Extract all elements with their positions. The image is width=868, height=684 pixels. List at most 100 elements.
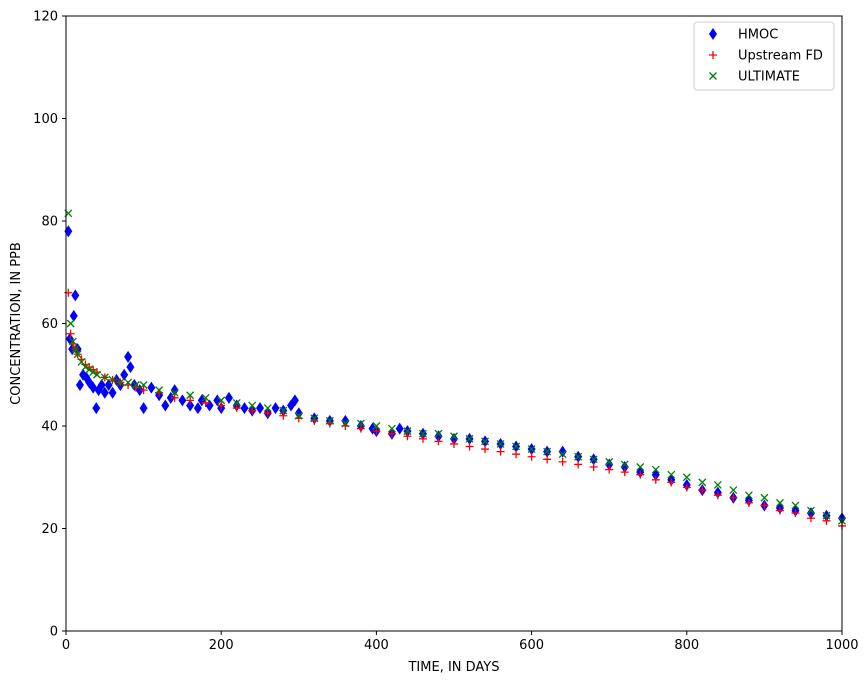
point-hmoc [224, 391, 233, 404]
point-hmoc [161, 399, 170, 412]
plot-area [66, 16, 842, 631]
point-ultimate [403, 427, 412, 436]
point-upstream-fd [279, 411, 288, 420]
point-upstream-fd [574, 460, 583, 469]
data-points [64, 209, 846, 530]
x-tick-label: 800 [674, 638, 699, 653]
point-ultimate [822, 511, 831, 520]
legend-marker [709, 72, 717, 80]
legend: HMOC Upstream FD ULTIMATE [693, 21, 835, 91]
legend-label: HMOC [738, 28, 778, 43]
point-ultimate [760, 493, 769, 502]
point-hmoc [271, 402, 280, 415]
point-upstream-fd [201, 398, 210, 407]
point-ultimate [155, 386, 164, 395]
point-ultimate [775, 498, 784, 507]
point-hmoc [69, 309, 78, 322]
point-upstream-fd [450, 439, 458, 448]
series-ultimate [64, 209, 846, 525]
point-upstream-fd [822, 516, 831, 525]
point-upstream-fd [186, 396, 195, 405]
point-upstream-fd [372, 427, 381, 436]
point-ultimate [186, 391, 195, 400]
point-hmoc [108, 386, 117, 399]
point-hmoc [193, 402, 202, 415]
point-ultimate [419, 429, 427, 438]
point-upstream-fd [713, 491, 722, 500]
point-upstream-fd [543, 455, 552, 464]
point-ultimate [170, 388, 179, 397]
point-hmoc [92, 402, 101, 415]
point-ultimate [248, 401, 257, 410]
point-ultimate [77, 357, 86, 366]
point-hmoc [139, 402, 148, 415]
y-axis-label: CONCENTRATION, IN PPB [9, 242, 24, 405]
point-ultimate [636, 463, 645, 471]
x-tick-label: 0 [62, 638, 70, 653]
point-upstream-fd [682, 483, 691, 492]
point-hmoc [240, 402, 249, 415]
x-axis-ticks: 0 200 400 600 800 1000 [62, 631, 859, 653]
point-ultimate [217, 396, 226, 405]
point-hmoc [170, 384, 179, 397]
point-upstream-fd [248, 406, 257, 415]
x-tick-label: 600 [519, 638, 544, 653]
legend-box [693, 21, 835, 91]
point-upstream-fd [496, 447, 505, 456]
point-ultimate [263, 404, 272, 413]
point-upstream-fd [558, 457, 567, 466]
point-hmoc [806, 507, 815, 520]
point-upstream-fd [667, 478, 676, 487]
legend-marker [709, 28, 717, 40]
point-ultimate [450, 432, 458, 441]
point-hmoc [620, 461, 629, 473]
x-tick-label: 400 [364, 638, 389, 653]
point-ultimate [372, 422, 381, 430]
point-ultimate [232, 398, 241, 407]
point-upstream-fd [636, 470, 645, 479]
point-ultimate [108, 375, 117, 384]
point-hmoc [213, 394, 222, 407]
point-ultimate [139, 381, 148, 389]
point-ultimate [465, 434, 474, 443]
point-upstream-fd [589, 463, 598, 471]
point-hmoc [558, 445, 567, 458]
x-axis-label: TIME, IN DAYS [407, 660, 499, 675]
point-ultimate [66, 319, 75, 328]
point-ultimate [574, 452, 583, 461]
point-ultimate [73, 350, 82, 359]
y-tick-label: 80 [41, 215, 58, 230]
point-upstream-fd [806, 514, 815, 523]
point-ultimate [325, 416, 334, 425]
y-axis-ticks: 0 20 40 60 80 100 120 [33, 10, 66, 640]
point-hmoc [100, 386, 109, 399]
point-upstream-fd [356, 424, 365, 433]
point-hmoc [147, 381, 156, 394]
point-ultimate [744, 491, 753, 500]
point-hmoc [186, 399, 195, 412]
point-ultimate [69, 337, 77, 346]
point-hmoc [71, 289, 80, 302]
point-ultimate [605, 457, 614, 466]
point-hmoc [341, 414, 350, 427]
point-ultimate [116, 378, 125, 387]
point-ultimate [667, 470, 676, 479]
point-hmoc [294, 407, 303, 420]
legend-entry-upstream-fd: Upstream FD [709, 49, 823, 64]
point-upstream-fd [481, 445, 490, 454]
point-upstream-fd [791, 509, 800, 518]
point-ultimate [558, 450, 567, 459]
point-ultimate [589, 455, 598, 464]
point-upstream-fd [698, 486, 707, 495]
point-upstream-fd [217, 401, 226, 410]
point-ultimate [294, 411, 303, 420]
point-upstream-fd [620, 468, 629, 477]
point-hmoc [124, 350, 133, 363]
point-ultimate [713, 480, 722, 489]
x-tick-label: 1000 [825, 638, 858, 653]
point-upstream-fd [605, 465, 614, 474]
point-upstream-fd [139, 386, 148, 395]
point-hmoc [395, 422, 404, 435]
point-upstream-fd [527, 452, 536, 461]
x-tick-label: 200 [209, 638, 234, 653]
